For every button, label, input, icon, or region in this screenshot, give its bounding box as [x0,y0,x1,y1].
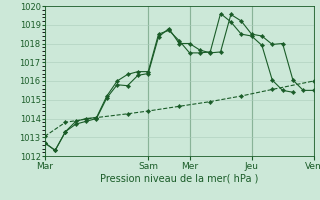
X-axis label: Pression niveau de la mer( hPa ): Pression niveau de la mer( hPa ) [100,173,258,183]
